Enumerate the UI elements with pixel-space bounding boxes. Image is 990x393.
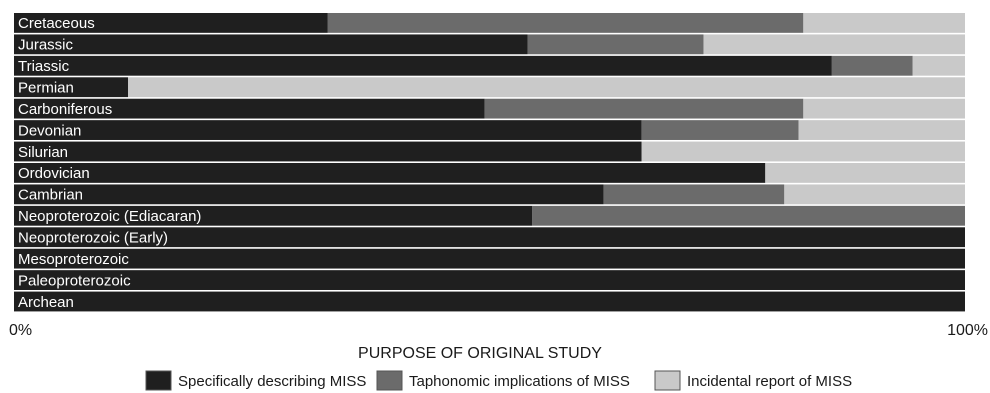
bar-triassic-series-0 [14, 55, 832, 76]
bar-carboniferous-series-2 [803, 98, 965, 119]
bar-silurian-series-0 [14, 141, 642, 162]
bar-neoproterozoic-early-series-0 [14, 227, 965, 248]
category-label-mesoproterozoic: Mesoproterozoic [18, 251, 129, 268]
legend-swatch-2 [654, 370, 681, 391]
category-label-silurian: Silurian [18, 144, 68, 161]
category-label-paleoproterozoic: Paleoproterozoic [18, 272, 131, 289]
bar-neoproterozoic-ediacaran-series-1 [532, 205, 966, 226]
bar-carboniferous-series-1 [484, 98, 804, 119]
bar-permian-series-2 [128, 77, 965, 98]
bar-ordovician-series-0 [14, 163, 766, 183]
category-label-neoproterozoic-ediacaran: Neoproterozoic (Ediacaran) [18, 208, 201, 225]
legend-label-2: Incidental report of MISS [687, 373, 852, 390]
category-label-devonian: Devonian [18, 122, 81, 139]
category-label-cretaceous: Cretaceous [18, 15, 95, 32]
bar-carboniferous-series-0 [14, 98, 485, 119]
x-tick-label-100: 100% [947, 322, 988, 339]
bars-group [14, 13, 966, 312]
category-label-jurassic: Jurassic [18, 37, 74, 54]
bar-cambrian-series-1 [603, 184, 785, 205]
legend-label-1: Taphonomic implications of MISS [409, 373, 630, 390]
category-label-permian: Permian [18, 80, 74, 97]
legend-label-0: Specifically describing MISS [178, 373, 366, 390]
bar-devonian-series-1 [641, 120, 799, 140]
x-axis: 0% 100% PURPOSE OF ORIGINAL STUDY [9, 322, 988, 362]
bar-triassic-series-1 [831, 55, 913, 76]
row-labels-group: Cretaceous Jurassic Triassic Permian Carboni… [18, 15, 201, 311]
bar-jurassic-series-0 [14, 34, 528, 55]
bar-cretaceous-series-2 [803, 13, 965, 33]
bar-cambrian-series-2 [784, 184, 965, 205]
bar-silurian-series-2 [641, 141, 965, 162]
legend-swatch-1 [376, 370, 403, 391]
category-label-carboniferous: Carboniferous [18, 101, 112, 118]
bar-neoproterozoic-ediacaran-series-0 [14, 205, 533, 226]
bar-jurassic-series-2 [703, 34, 966, 55]
category-label-triassic: Triassic [18, 58, 70, 75]
bar-permian-series-0 [14, 77, 129, 98]
bar-triassic-series-2 [912, 55, 965, 76]
bar-cretaceous-series-1 [327, 13, 804, 33]
legend: Specifically describing MISS Taphonomic i… [145, 370, 852, 391]
x-axis-title: PURPOSE OF ORIGINAL STUDY [358, 345, 602, 362]
x-tick-label-0: 0% [9, 322, 32, 339]
category-label-ordovician: Ordovician [18, 165, 90, 182]
legend-swatch-0 [145, 370, 172, 391]
bar-cretaceous-series-0 [14, 13, 328, 33]
bar-paleoproterozoic-series-0 [14, 270, 965, 290]
bar-ordovician-series-2 [765, 163, 965, 183]
category-label-cambrian: Cambrian [18, 187, 83, 204]
bar-jurassic-series-1 [527, 34, 704, 55]
bar-cambrian-series-0 [14, 184, 604, 205]
bar-devonian-series-0 [14, 120, 642, 140]
category-label-archean: Archean [18, 294, 74, 311]
category-label-neoproterozoic-early: Neoproterozoic (Early) [18, 230, 168, 247]
bar-archean-series-0 [14, 291, 965, 312]
bar-mesoproterozoic-series-0 [14, 248, 965, 269]
bar-devonian-series-2 [798, 120, 965, 140]
